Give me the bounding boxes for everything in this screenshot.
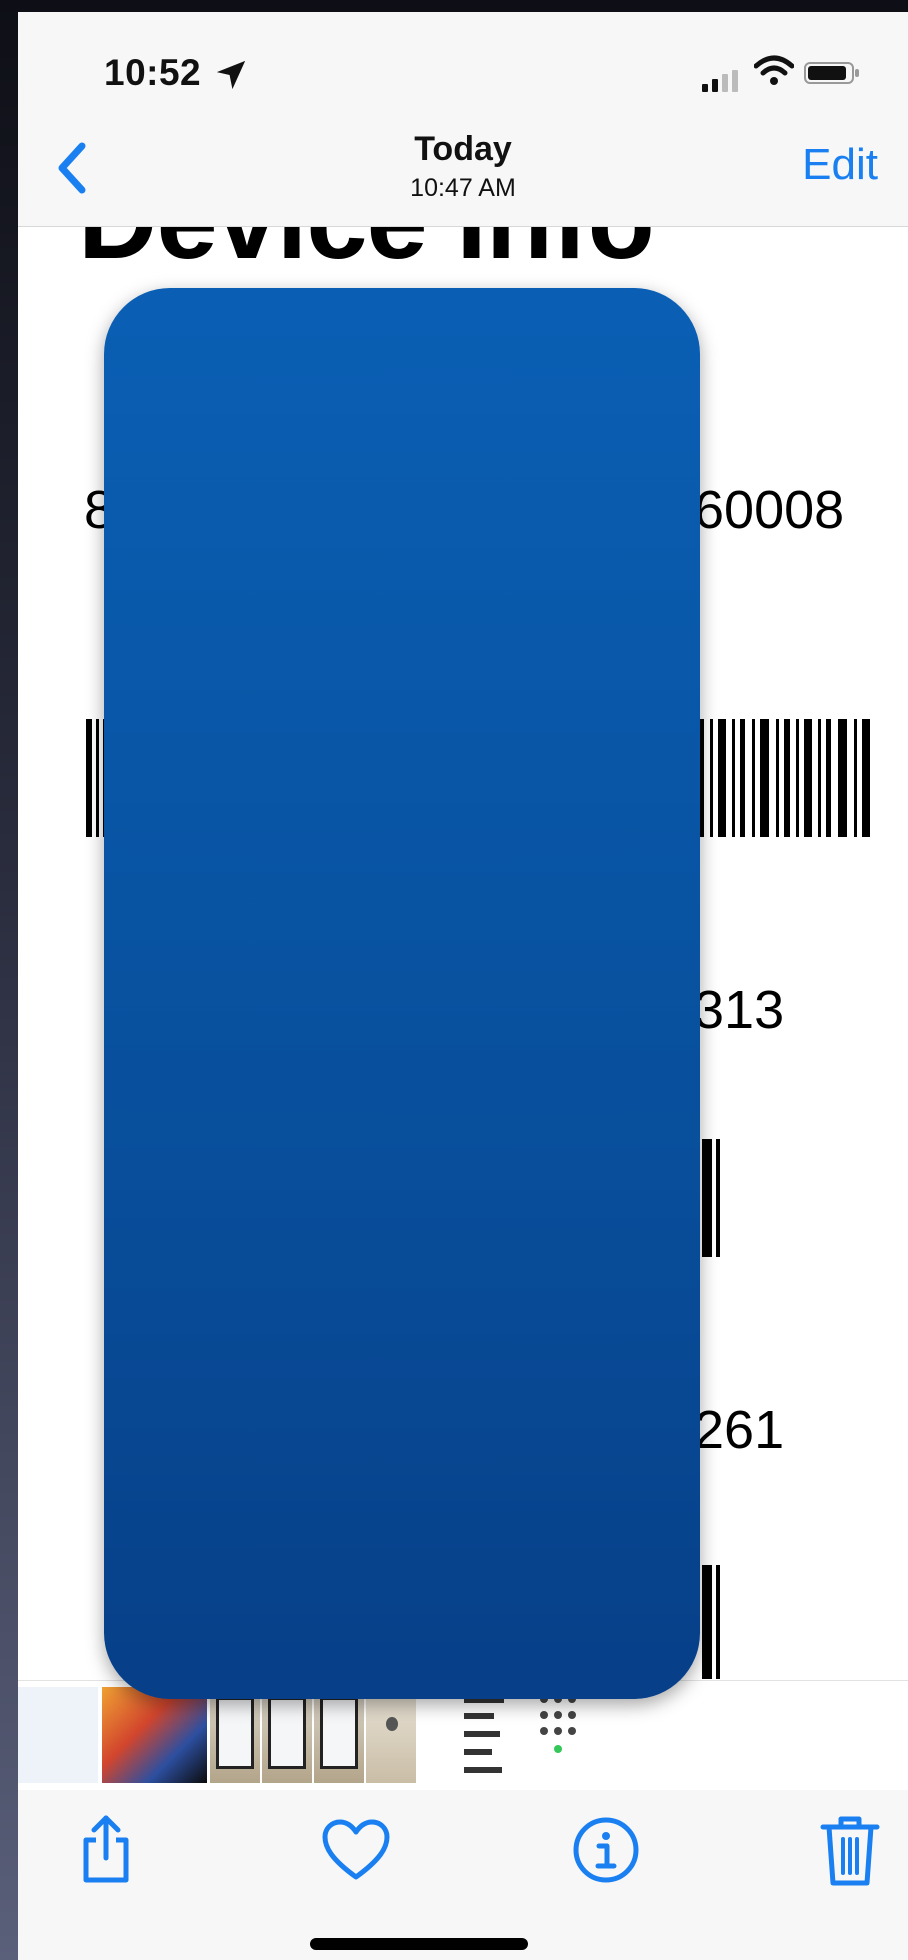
thumbnail-desk-photo[interactable] — [102, 1687, 207, 1783]
trash-icon — [820, 1816, 880, 1886]
thumbnail-ipad-photo[interactable] — [314, 1687, 364, 1783]
thumbnail-device-photo[interactable] — [366, 1687, 416, 1783]
info-icon — [573, 1817, 639, 1883]
thumbnail-settings-screenshot[interactable] — [18, 1687, 98, 1783]
share-icon — [83, 1815, 129, 1883]
thumbnail-label-photo[interactable] — [450, 1687, 516, 1783]
heart-icon — [322, 1819, 390, 1880]
share-button[interactable] — [66, 1810, 146, 1890]
favorite-button[interactable] — [316, 1810, 396, 1890]
chevron-left-icon — [58, 142, 86, 194]
info-button[interactable] — [566, 1810, 646, 1890]
home-indicator[interactable] — [310, 1938, 528, 1950]
document-text-line2-right: 313 — [694, 980, 785, 1040]
status-bar: 10:52 — [18, 12, 908, 122]
redaction-overlay — [104, 288, 700, 1699]
barcode-bottom — [702, 1565, 720, 1679]
thumbnail-keypad-screenshot[interactable] — [532, 1687, 584, 1783]
document-text-line3-right: 261 — [694, 1400, 785, 1460]
document-text-line1-right: 60008 — [694, 480, 845, 540]
phone-screen: 10:52 Today 10:47 AM Edit — [18, 12, 908, 1960]
cellular-signal-icon — [702, 70, 738, 92]
status-time: 10:52 — [104, 52, 202, 93]
back-button[interactable] — [42, 138, 102, 198]
nav-title: Today — [414, 130, 512, 168]
document-heading: Device Info — [78, 227, 655, 284]
wifi-icon — [754, 55, 794, 85]
nav-subtitle: 10:47 AM — [410, 174, 516, 202]
navigation-bar: Today 10:47 AM Edit — [18, 122, 908, 227]
delete-button[interactable] — [810, 1810, 890, 1890]
battery-icon — [804, 62, 859, 84]
location-arrow-icon — [216, 60, 246, 90]
thumbnail-ipad-photo[interactable] — [210, 1687, 260, 1783]
bottom-toolbar — [18, 1790, 908, 1960]
barcode-right — [698, 719, 870, 837]
edit-button[interactable]: Edit — [802, 140, 878, 189]
barcode-middle — [702, 1139, 720, 1257]
thumbnail-ipad-photo[interactable] — [262, 1687, 312, 1783]
